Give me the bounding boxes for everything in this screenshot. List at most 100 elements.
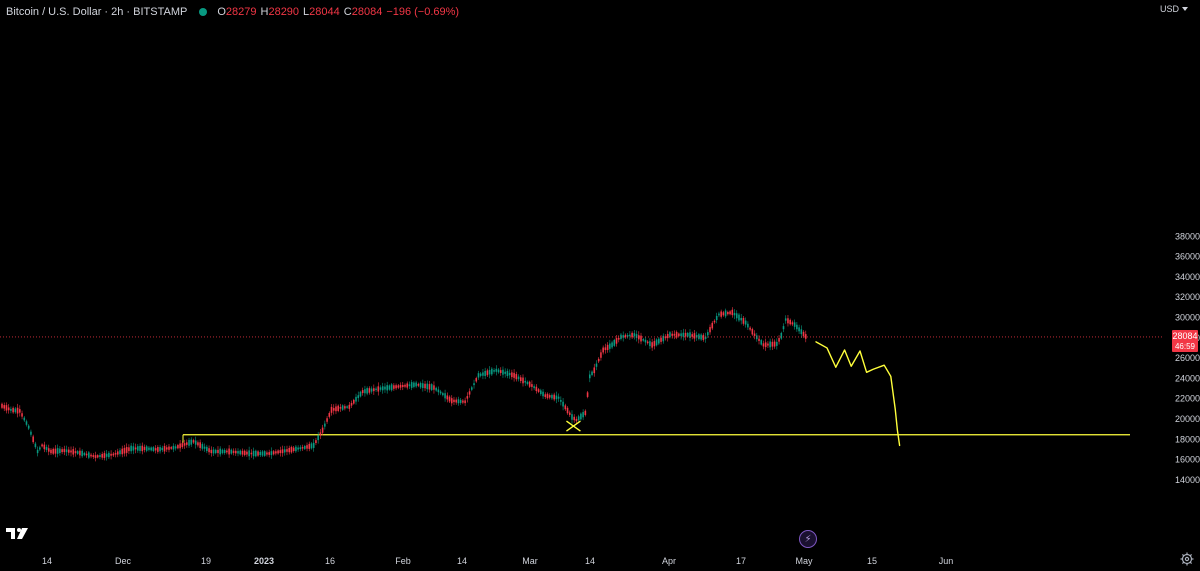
candle	[404, 384, 406, 387]
candle	[201, 444, 204, 449]
candle	[165, 447, 168, 450]
price-axis[interactable]: 3800036000340003200030000280002600024000…	[1175, 231, 1200, 485]
candle	[410, 382, 413, 388]
candle	[239, 450, 242, 455]
candle	[482, 372, 484, 376]
symbol-legend[interactable]: Bitcoin / U.S. Dollar · 2h · BITSTAMP O …	[6, 5, 463, 19]
candle	[352, 399, 355, 404]
candle	[139, 445, 141, 451]
candle	[54, 448, 57, 454]
candle	[673, 333, 676, 336]
candle	[70, 450, 72, 453]
candle	[802, 331, 805, 337]
forecast-drawing[interactable]	[815, 341, 901, 447]
candle	[709, 327, 711, 333]
candle	[56, 448, 59, 454]
candle	[462, 400, 464, 403]
candle	[635, 334, 638, 338]
candle	[468, 391, 471, 395]
x-marker-stroke	[566, 420, 581, 432]
gear-icon[interactable]	[1180, 552, 1194, 566]
candle	[3, 405, 6, 409]
candle	[286, 449, 288, 452]
candle	[430, 384, 433, 391]
candle	[190, 439, 193, 445]
time-axis[interactable]: 14 Dec 19 2023 16 Feb 14 Mar 14 Apr 17 May 15 Jun	[42, 556, 953, 566]
candle	[23, 417, 26, 421]
candle	[288, 447, 291, 453]
candle	[675, 331, 678, 338]
lightning-icon[interactable]: ⚡	[799, 530, 817, 548]
time-tick-label: 19	[201, 556, 211, 566]
candle	[399, 384, 402, 388]
candle	[771, 341, 774, 347]
candle	[168, 446, 170, 450]
candle	[223, 449, 226, 454]
candle	[796, 324, 798, 330]
candle	[119, 450, 121, 455]
price-tick-label: 30000	[1175, 313, 1200, 323]
time-tick-label: 15	[867, 556, 877, 566]
candle	[101, 453, 103, 458]
close-label: C	[343, 6, 352, 18]
candle	[328, 413, 331, 417]
candle	[769, 341, 771, 348]
candle	[94, 455, 97, 458]
candle	[332, 408, 335, 411]
candle	[776, 341, 778, 346]
candle	[32, 436, 34, 443]
candle	[83, 452, 86, 456]
market-status-icon[interactable]	[199, 8, 208, 16]
candle	[540, 390, 542, 395]
candle	[346, 406, 348, 408]
candle	[442, 393, 444, 396]
high-label: H	[260, 6, 269, 18]
candle	[533, 386, 535, 389]
candle	[105, 453, 108, 457]
candle	[804, 334, 807, 339]
x-marker[interactable]	[566, 420, 581, 432]
candle	[157, 447, 159, 452]
currency-selector[interactable]: USD	[1160, 4, 1188, 14]
candle	[464, 400, 466, 404]
candle	[629, 334, 631, 337]
candle	[711, 322, 714, 329]
candle	[453, 399, 455, 403]
candle	[96, 455, 99, 458]
candle	[789, 319, 791, 325]
candle	[513, 372, 515, 378]
candle	[368, 388, 371, 393]
candle	[693, 333, 696, 339]
candle	[642, 339, 645, 341]
candle	[375, 388, 377, 391]
candle	[528, 381, 531, 387]
low-label: L	[303, 6, 310, 18]
candle	[92, 455, 95, 457]
candle	[564, 405, 567, 410]
candle	[14, 408, 17, 413]
candle	[689, 332, 691, 338]
symbol-title[interactable]: Bitcoin / U.S. Dollar · 2h · BITSTAMP	[6, 6, 188, 18]
candle	[159, 447, 161, 452]
candle	[337, 405, 340, 411]
tradingview-logo-icon[interactable]	[6, 526, 32, 542]
candle	[292, 447, 295, 452]
candle	[631, 332, 633, 338]
drawings-group	[566, 341, 901, 447]
candle	[297, 447, 299, 450]
candle	[335, 406, 337, 412]
candle	[611, 342, 613, 348]
candle	[519, 377, 522, 382]
candle	[283, 449, 286, 453]
candle	[718, 313, 720, 316]
candle	[577, 416, 580, 421]
candle	[246, 451, 248, 455]
candle	[181, 443, 184, 448]
price-tick-label: 38000	[1175, 231, 1200, 241]
price-tick-label: 26000	[1175, 353, 1200, 363]
candle	[263, 451, 266, 456]
candle	[206, 446, 208, 452]
candle	[112, 453, 115, 456]
candle	[81, 450, 83, 457]
